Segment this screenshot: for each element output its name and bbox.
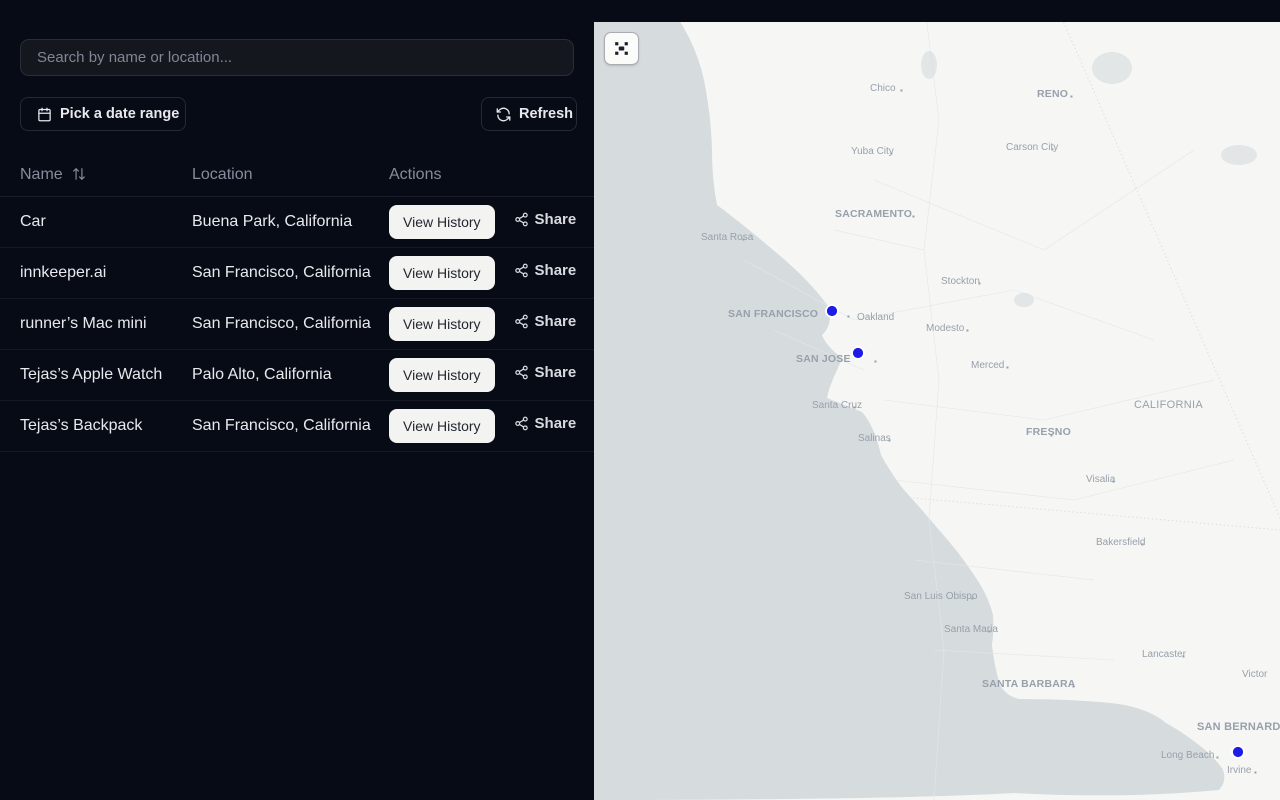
svg-text:SAN BERNARD: SAN BERNARD: [1197, 721, 1280, 733]
svg-text:Oakland: Oakland: [857, 312, 894, 323]
svg-text:SAN JOSE: SAN JOSE: [796, 353, 851, 365]
svg-text:▪: ▪: [966, 326, 969, 335]
svg-text:Santa Rosa: Santa Rosa: [701, 232, 754, 243]
svg-text:▪: ▪: [874, 357, 877, 366]
svg-text:▪: ▪: [1070, 92, 1073, 101]
svg-text:▪: ▪: [847, 312, 850, 321]
svg-text:▪: ▪: [1072, 682, 1075, 691]
svg-text:▪: ▪: [912, 212, 915, 221]
svg-text:Irvine: Irvine: [1227, 765, 1252, 776]
svg-text:Victor: Victor: [1242, 669, 1268, 680]
svg-text:Long Beach: Long Beach: [1161, 750, 1214, 761]
svg-text:▪: ▪: [1051, 145, 1054, 154]
svg-text:Salinas: Salinas: [858, 433, 891, 444]
svg-text:Modesto: Modesto: [926, 323, 965, 334]
svg-text:Yuba City: Yuba City: [851, 146, 894, 157]
svg-text:▪: ▪: [1182, 652, 1185, 661]
svg-text:▪: ▪: [978, 279, 981, 288]
svg-text:▪: ▪: [900, 86, 903, 95]
svg-text:Stockton: Stockton: [941, 276, 980, 287]
svg-text:▪: ▪: [988, 627, 991, 636]
svg-text:▪: ▪: [742, 235, 745, 244]
svg-text:▪: ▪: [853, 403, 856, 412]
svg-text:Merced: Merced: [971, 360, 1004, 371]
svg-text:▪: ▪: [1112, 477, 1115, 486]
svg-text:▪: ▪: [1141, 540, 1144, 549]
svg-text:▪: ▪: [1254, 768, 1257, 777]
svg-text:SACRAMENTO: SACRAMENTO: [835, 208, 912, 220]
svg-text:SANTA BARBARA: SANTA BARBARA: [982, 678, 1076, 690]
svg-text:CALIFORNIA: CALIFORNIA: [1134, 399, 1203, 411]
svg-text:▪: ▪: [888, 436, 891, 445]
svg-text:▪: ▪: [1216, 753, 1219, 762]
svg-text:RENO: RENO: [1037, 88, 1068, 100]
svg-text:Lancaster: Lancaster: [1142, 649, 1187, 660]
svg-text:SAN FRANCISCO: SAN FRANCISCO: [728, 308, 818, 320]
svg-text:▪: ▪: [971, 594, 974, 603]
svg-text:FRESNO: FRESNO: [1026, 426, 1071, 438]
svg-text:San Luis Obispo: San Luis Obispo: [904, 591, 978, 602]
svg-text:▪: ▪: [1050, 431, 1053, 440]
svg-text:▪: ▪: [1006, 363, 1009, 372]
svg-text:Bakersfield: Bakersfield: [1096, 537, 1145, 548]
svg-text:Chico: Chico: [870, 83, 896, 94]
svg-text:▪: ▪: [890, 149, 893, 158]
